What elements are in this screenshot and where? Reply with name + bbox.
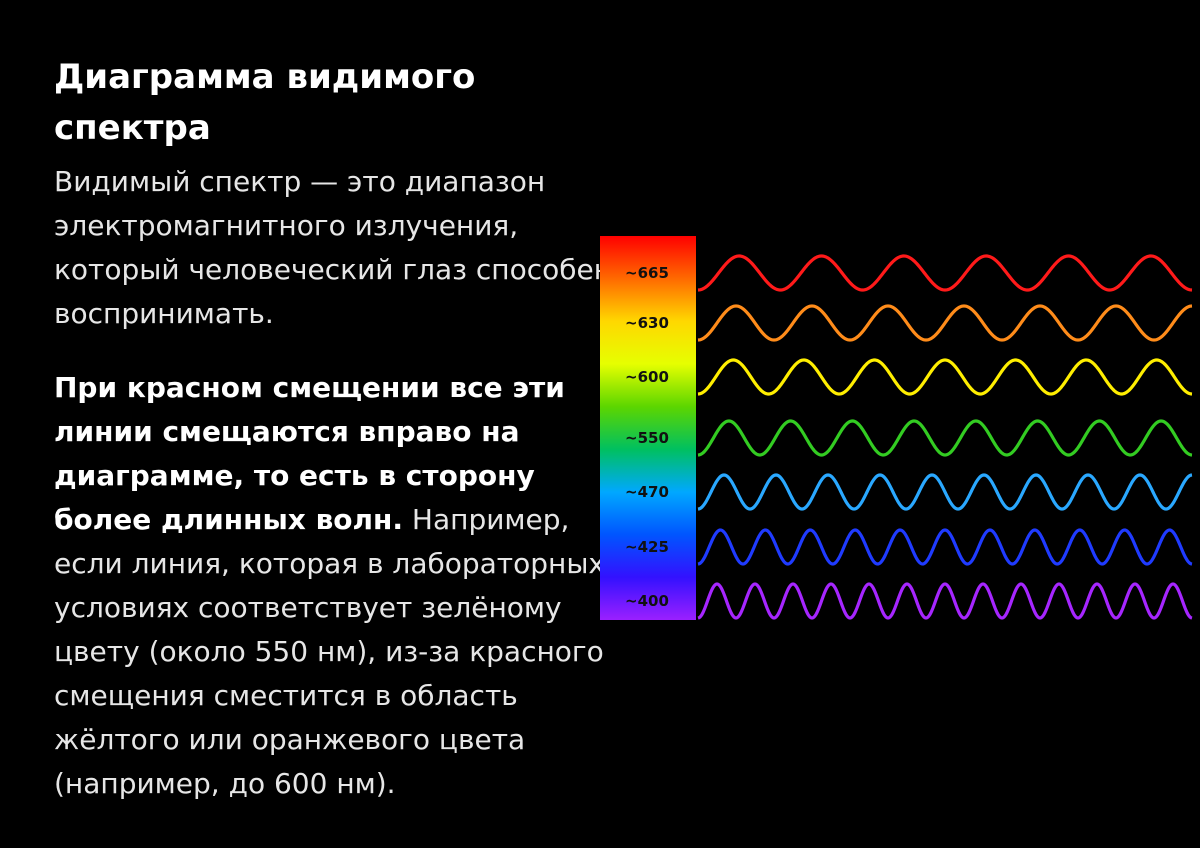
- wave-line: [697, 304, 1193, 342]
- wave-line: [697, 528, 1193, 566]
- spectrum-diagram: ~665 ~630 ~600 ~550 ~470 ~425 ~400: [600, 236, 1193, 620]
- wavelength-label: ~550: [625, 429, 669, 447]
- wave-lines: [697, 254, 1193, 620]
- page-title: Диаграмма видимого спектра: [54, 57, 476, 148]
- wavelength-label: ~665: [625, 264, 669, 282]
- wave-line: [697, 254, 1193, 292]
- wavelength-label: ~630: [625, 314, 669, 332]
- redshift-example-text: Например, если линия, которая в лаборато…: [54, 503, 606, 800]
- wavelength-label: ~470: [625, 483, 669, 501]
- wave-line: [697, 473, 1193, 511]
- wavelength-label: ~400: [625, 592, 669, 610]
- redshift-bold-text: При красном смещении все эти линии смеща…: [54, 371, 565, 536]
- redshift-text: При красном смещении все эти линии смеща…: [54, 366, 614, 806]
- wavelength-label: ~425: [625, 538, 669, 556]
- spectrum-color-bar: [600, 236, 696, 620]
- wave-line: [697, 419, 1193, 457]
- intro-text: Видимый спектр — это диапазон электромаг…: [54, 165, 613, 330]
- wave-line: [697, 582, 1193, 620]
- wave-line: [697, 358, 1193, 396]
- wavelength-labels: ~665 ~630 ~600 ~550 ~470 ~425 ~400: [625, 264, 669, 610]
- wavelength-label: ~600: [625, 368, 669, 386]
